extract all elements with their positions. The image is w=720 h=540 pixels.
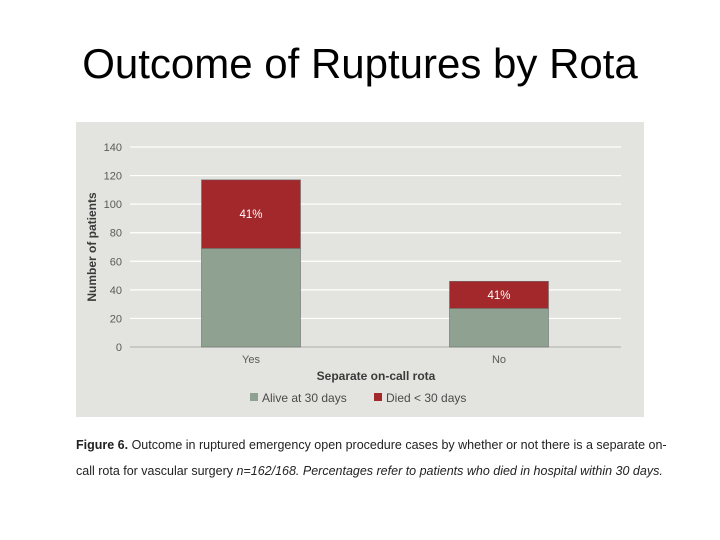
figure-caption: Figure 6. Outcome in ruptured emergency … [76,432,676,484]
data-label: 41% [487,290,510,302]
bars: 41% 41% [201,179,549,348]
legend: Alive at 30 days Died < 30 days [250,391,466,405]
y-tick-label: 80 [110,228,122,240]
y-tick-label: 140 [104,142,122,154]
x-axis-ticks: Yes No [242,354,506,366]
x-tick-label: No [492,354,506,366]
y-axis-ticks: 0 20 40 60 80 100 120 140 [104,142,122,354]
stacked-bar-chart: 0 20 40 60 80 100 120 140 41% 41% Yes No Number o… [85,142,621,405]
y-tick-label: 0 [116,342,122,354]
y-tick-label: 60 [110,256,122,268]
caption-text: Outcome in ruptured emergency open proce… [76,438,667,478]
legend-swatch [374,393,382,401]
y-tick-label: 100 [104,199,122,211]
slide-title: Outcome of Ruptures by Rota [82,40,638,87]
data-label: 41% [239,209,262,221]
bar-segment [201,248,301,348]
bar-segment [449,308,549,348]
legend-label: Died < 30 days [386,391,466,405]
y-tick-label: 40 [110,285,122,297]
y-tick-label: 120 [104,171,122,183]
x-axis-label: Separate on-call rota [317,369,436,383]
legend-swatch [250,393,258,401]
chart-panel: 0 20 40 60 80 100 120 140 41% 41% Yes No Number o… [76,122,644,417]
x-tick-label: Yes [242,354,260,366]
y-tick-label: 20 [110,313,122,325]
bar-segment [201,179,301,249]
caption-italic: n=162/168. Percentages refer to patients… [236,464,663,478]
caption-label: Figure 6. [76,438,129,452]
y-axis-label: Number of patients [85,192,99,302]
legend-label: Alive at 30 days [262,391,347,405]
bar-segment [449,280,549,309]
